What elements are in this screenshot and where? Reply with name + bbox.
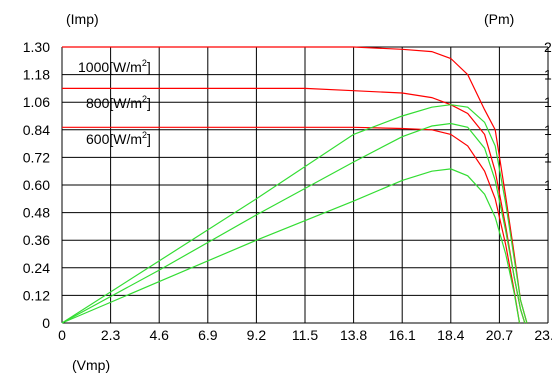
x-tick-label: 0 — [58, 327, 66, 343]
y-tick-label: 0.84 — [23, 122, 50, 138]
legend-1000: 1000[W/m2] — [78, 58, 151, 75]
x-tick-label: 20.7 — [486, 327, 513, 343]
y-tick-label: 0.72 — [23, 149, 50, 165]
tick-labels: 0 2.3 4.6 6.9 9.2 11.5 13.8 16.1 18.4 20.7 23.0 0 0.… — [23, 39, 552, 343]
y-tick-label: 0.24 — [23, 260, 50, 276]
y-tick-label: 1.30 — [23, 39, 50, 55]
current-curve-1 — [62, 87, 526, 324]
y-axis-label: (Imp) — [66, 11, 99, 27]
x-tick-label: 23.0 — [534, 327, 552, 343]
current-curve-0 — [62, 46, 528, 324]
y-tick-label: 0.60 — [23, 177, 50, 193]
y-tick-label: 0 — [42, 315, 50, 331]
x-tick-label: 18.4 — [437, 327, 464, 343]
power-curve-1 — [61, 122, 526, 324]
y2-tick-label: 2 — [544, 39, 552, 55]
y-tick-label: 0.12 — [23, 287, 50, 303]
grid — [61, 46, 549, 324]
legend-600: 600[W/m2] — [86, 130, 151, 147]
y2-tick-label: 1 — [544, 149, 552, 165]
y2-tick-label: 1 — [544, 94, 552, 110]
y-tick-label: 1.06 — [23, 94, 50, 110]
y2-tick-label: 1 — [544, 177, 552, 193]
y-tick-label: 1.18 — [23, 67, 50, 83]
x-tick-label: 13.8 — [340, 327, 367, 343]
x-tick-label: 6.9 — [198, 327, 218, 343]
power-curve-2 — [61, 168, 521, 324]
x-tick-label: 16.1 — [389, 327, 416, 343]
x-tick-label: 4.6 — [149, 327, 169, 343]
y2-tick-label: 1 — [544, 67, 552, 83]
x-tick-label: 11.5 — [292, 327, 318, 343]
current-curve-2 — [62, 126, 521, 324]
y-tick-label: 0.36 — [23, 232, 50, 248]
y2-tick-label: 1 — [544, 122, 552, 138]
x-tick-label: 2.3 — [101, 327, 121, 343]
curves — [61, 46, 528, 324]
x-axis-label: (Vmp) — [72, 357, 110, 373]
x-tick-label: 9.2 — [247, 327, 267, 343]
y2-axis-label: (Pm) — [484, 11, 514, 27]
legend-800: 800[W/m2] — [86, 94, 151, 111]
y-tick-label: 0.48 — [23, 205, 50, 221]
power-curve-0 — [61, 104, 528, 324]
